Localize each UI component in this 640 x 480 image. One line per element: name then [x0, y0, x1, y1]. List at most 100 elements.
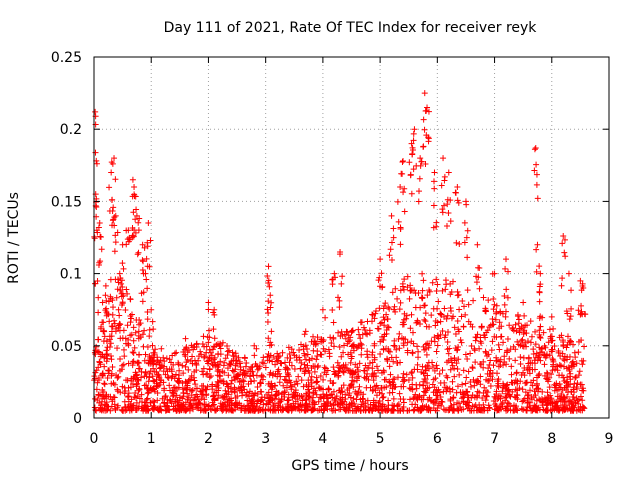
data-point: [448, 307, 455, 314]
data-point: [150, 326, 157, 333]
data-point: [409, 147, 416, 154]
data-point: [460, 391, 467, 398]
data-point: [168, 366, 175, 373]
data-point: [514, 380, 521, 387]
data-point: [121, 353, 128, 360]
data-point: [216, 369, 223, 376]
data-point: [310, 363, 317, 370]
data-point: [467, 383, 474, 390]
data-point: [206, 355, 213, 362]
data-point: [379, 394, 386, 401]
data-point: [281, 389, 288, 396]
data-point: [103, 297, 110, 304]
data-point: [579, 397, 586, 404]
data-point: [529, 382, 536, 389]
data-point: [260, 360, 267, 367]
data-point: [415, 348, 422, 355]
data-point: [522, 322, 529, 329]
data-point: [330, 335, 337, 342]
data-point: [299, 402, 306, 409]
data-point: [548, 395, 555, 402]
data-point: [410, 166, 417, 173]
data-point: [167, 397, 174, 404]
data-point: [105, 298, 112, 305]
data-point: [410, 407, 417, 414]
data-point: [538, 395, 545, 402]
data-point: [447, 218, 454, 225]
data-point: [450, 313, 457, 320]
data-point: [490, 306, 497, 313]
data-point: [362, 330, 369, 337]
data-point: [419, 270, 426, 277]
data-point: [498, 333, 505, 340]
data-point: [433, 219, 440, 226]
data-point: [414, 366, 421, 373]
data-point: [397, 287, 404, 294]
data-point: [286, 350, 293, 357]
data-point: [431, 185, 438, 192]
data-point: [533, 181, 540, 188]
data-point: [473, 279, 480, 286]
data-point: [108, 370, 115, 377]
data-point: [401, 185, 408, 192]
data-point: [264, 319, 271, 326]
data-point: [366, 360, 373, 367]
data-point: [542, 397, 549, 404]
data-point: [117, 321, 124, 328]
data-point: [272, 361, 279, 368]
data-point: [568, 287, 575, 294]
data-point: [327, 334, 334, 341]
data-point: [430, 178, 437, 185]
data-point: [329, 380, 336, 387]
data-point: [418, 158, 425, 165]
data-point: [415, 407, 422, 414]
data-point: [400, 342, 407, 349]
data-point: [469, 403, 476, 410]
data-point: [400, 189, 407, 196]
x-tick-label: 8: [547, 431, 556, 447]
x-tick-label: 4: [318, 431, 327, 447]
data-point: [243, 359, 250, 366]
data-point: [305, 383, 312, 390]
data-point: [476, 345, 483, 352]
data-point: [121, 404, 128, 411]
data-point: [234, 371, 241, 378]
data-point: [484, 389, 491, 396]
data-point: [473, 378, 480, 385]
data-point: [114, 229, 121, 236]
data-point: [267, 352, 274, 359]
data-point: [519, 336, 526, 343]
data-point: [221, 369, 228, 376]
data-point: [238, 405, 245, 412]
data-point: [123, 377, 130, 384]
data-point: [232, 394, 239, 401]
data-point: [423, 107, 430, 114]
data-point: [113, 294, 120, 301]
data-point: [267, 339, 274, 346]
data-point: [165, 375, 172, 382]
data-point: [276, 399, 283, 406]
data-point: [118, 302, 125, 309]
data-point: [471, 347, 478, 354]
data-point: [155, 373, 162, 380]
data-point: [243, 389, 250, 396]
data-point: [382, 300, 389, 307]
data-point: [210, 326, 217, 333]
data-point: [241, 354, 248, 361]
data-point: [476, 389, 483, 396]
x-tick-label: 9: [605, 431, 614, 447]
data-point: [409, 350, 416, 357]
data-point: [318, 394, 325, 401]
data-point: [536, 406, 543, 413]
data-point: [463, 374, 470, 381]
data-point: [558, 390, 565, 397]
data-point: [508, 371, 515, 378]
data-point: [453, 360, 460, 367]
data-point: [314, 334, 321, 341]
data-point: [138, 391, 145, 398]
data-point: [512, 357, 519, 364]
data-point: [192, 381, 199, 388]
data-point: [423, 351, 430, 358]
data-point: [319, 306, 326, 313]
